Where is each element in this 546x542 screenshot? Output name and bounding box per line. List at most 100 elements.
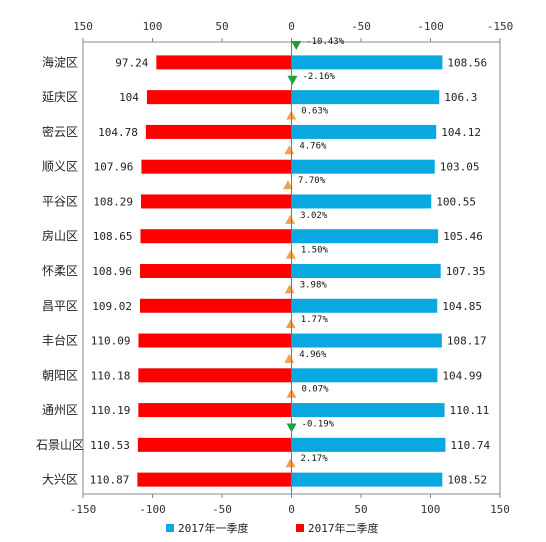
q1-value-label: 103.05 [440, 161, 480, 174]
bar-q2 [138, 403, 292, 418]
bar-q2 [139, 298, 292, 313]
q2-value-label: 110.09 [91, 335, 131, 348]
bottom-axis-tick-label: 100 [421, 503, 441, 516]
bar-q2 [140, 264, 292, 278]
bar-q2 [137, 472, 292, 487]
change-up-marker [284, 145, 295, 155]
q2-value-label: 109.02 [92, 300, 132, 313]
category-label: 海淀区 [42, 54, 78, 69]
change-up-marker [285, 214, 296, 224]
bar-q2 [146, 90, 292, 105]
bar-q1 [291, 333, 442, 348]
q2-value-label: 110.87 [90, 474, 130, 487]
q1-value-label: 108.52 [447, 474, 487, 487]
category-label: 丰台区 [42, 333, 78, 348]
change-label: -2.16% [302, 72, 335, 82]
bar-q2 [137, 437, 292, 452]
q2-value-label: 108.29 [93, 195, 133, 208]
bar-q2 [140, 194, 292, 209]
bottom-axis-tick-label: -100 [139, 503, 166, 516]
category-label: 通州区 [42, 403, 78, 417]
q2-value-label: 110.18 [91, 369, 131, 382]
q1-value-label: 108.17 [447, 335, 487, 348]
bar-q2 [138, 368, 292, 383]
q2-value-label: 110.19 [91, 404, 131, 417]
change-down-marker [287, 75, 298, 85]
bar-q1 [291, 55, 443, 70]
change-up-marker [283, 180, 294, 190]
legend-label-q2: 2017年二季度 [308, 521, 379, 535]
category-label: 大兴区 [42, 473, 78, 487]
top-axis-tick-label: -150 [487, 20, 514, 33]
bar-q1 [291, 159, 435, 174]
bar-q1 [291, 194, 432, 209]
change-up-marker [284, 353, 295, 363]
change-up-marker [285, 249, 296, 259]
q2-value-label: 108.65 [93, 230, 133, 243]
q1-value-label: 107.35 [446, 265, 486, 278]
q1-value-label: 108.56 [447, 56, 487, 69]
change-label: -10.43% [306, 37, 345, 47]
top-axis-tick-label: 150 [73, 20, 93, 33]
category-label: 怀柔区 [42, 264, 78, 278]
bar-q2 [141, 159, 292, 174]
change-label: 0.07% [301, 385, 329, 395]
q1-value-label: 104.85 [442, 300, 482, 313]
bottom-axis-tick-label: -50 [212, 503, 232, 516]
bar-q1 [291, 472, 443, 487]
q2-value-label: 97.24 [115, 56, 148, 69]
category-label: 房山区 [42, 228, 78, 243]
q1-value-label: 104.12 [441, 126, 481, 139]
bar-q1 [291, 264, 441, 278]
change-up-marker [285, 319, 296, 329]
category-label: 顺义区 [42, 160, 78, 174]
change-label: 2.17% [301, 454, 329, 464]
q2-value-label: 108.96 [92, 265, 132, 278]
category-label: 延庆区 [42, 90, 78, 104]
q1-value-label: 104.99 [442, 369, 482, 382]
category-label: 密云区 [42, 124, 78, 139]
category-label: 朝阳区 [42, 368, 78, 382]
legend-swatch-q2 [296, 524, 304, 532]
category-label: 昌平区 [42, 299, 78, 313]
q1-value-label: 100.55 [436, 195, 476, 208]
bar-q1 [291, 298, 438, 313]
change-up-marker [285, 458, 296, 468]
q2-value-label: 110.53 [90, 439, 130, 452]
bottom-axis-tick-label: 0 [288, 503, 295, 516]
change-down-marker [291, 41, 302, 50]
change-label: 4.76% [299, 141, 327, 151]
bar-q2 [156, 55, 292, 70]
change-label: 0.63% [301, 107, 329, 117]
bar-q2 [138, 333, 292, 348]
top-axis-tick-label: 100 [143, 20, 163, 33]
q2-value-label: 104.78 [98, 126, 138, 139]
q2-value-label: 104 [119, 91, 139, 104]
legend-swatch-q1 [166, 524, 174, 532]
change-label: 3.98% [300, 280, 328, 290]
bottom-axis-tick-label: 50 [354, 503, 367, 516]
change-up-marker [284, 284, 295, 294]
bar-q1 [291, 124, 437, 139]
top-axis-tick-label: 50 [215, 20, 228, 33]
change-label: 3.02% [300, 211, 328, 221]
bottom-axis-tick-label: 150 [490, 503, 510, 516]
legend-label-q1: 2017年一季度 [178, 521, 249, 535]
category-label: 石景山区 [36, 438, 84, 452]
bar-q1 [291, 437, 446, 452]
q1-value-label: 110.11 [450, 404, 490, 417]
bottom-axis-tick-label: -150 [70, 503, 97, 516]
change-label: 4.96% [299, 350, 327, 360]
q1-value-label: 105.46 [443, 230, 483, 243]
bar-q1 [291, 368, 438, 383]
q2-value-label: 107.96 [94, 161, 134, 174]
q1-value-label: 106.3 [444, 91, 477, 104]
top-axis-tick-label: 0 [288, 20, 295, 33]
bar-q1 [291, 403, 445, 418]
top-axis-tick-label: -100 [417, 20, 444, 33]
change-label: 7.70% [298, 176, 326, 186]
bar-q1 [291, 229, 439, 244]
change-label: 1.77% [301, 315, 329, 325]
